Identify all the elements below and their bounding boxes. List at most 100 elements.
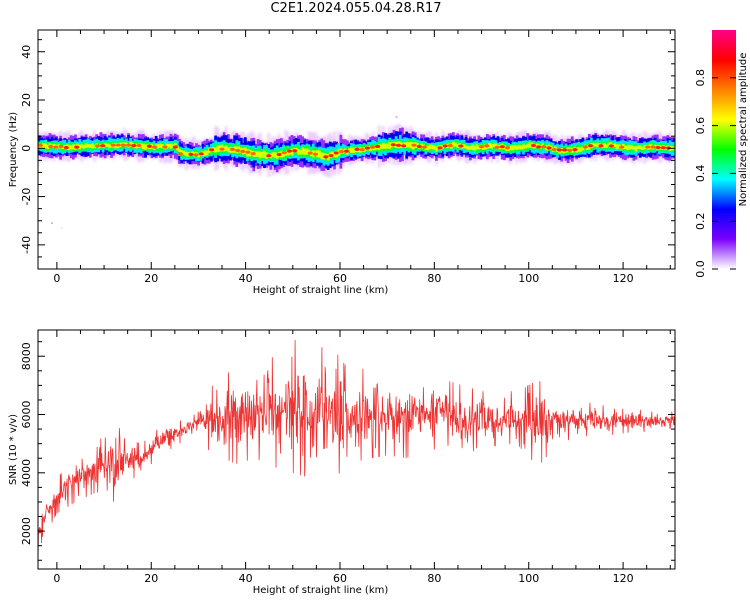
spectrogram-peak [582,145,588,149]
spectrogram-peak [442,144,448,148]
y-tick-label: 20 [20,93,33,107]
spectrogram-peak [53,145,59,149]
spectrogram-cell [303,148,307,155]
spectrogram-cell [256,151,260,157]
spectrogram-peak [136,143,142,148]
spectrogram-cell [290,148,294,156]
x-tick-label: 40 [239,272,253,285]
spectrogram-cell [352,147,355,153]
spectrogram-peak [390,143,396,147]
snr-y-axis-label: SNR (10 * v/v) [8,414,19,485]
y-tick-label: 6000 [20,401,33,429]
spectrogram-cell [159,143,162,148]
spectrogram-cell [207,148,211,153]
spectrogram-cell [452,141,455,147]
spectrogram-cell [320,152,324,160]
spectrogram-peak [58,144,64,148]
spectrogram-peak [38,143,43,147]
spectrogram-cell [156,144,160,149]
snr-frame [37,329,676,570]
spectrogram-cell [169,143,173,149]
spectrogram-cell [369,146,372,152]
spectrogram-cell [630,145,634,150]
spectrogram-peak [286,149,293,153]
spectrogram-cell [203,150,207,156]
colorbar [712,30,736,269]
spectrogram-cell [243,147,247,154]
spectrogram-cell [579,146,583,152]
spectrogram-cell [454,142,457,147]
spectrogram-peak [292,149,298,153]
spectrogram-cell [473,145,477,151]
spectrogram-peak [333,151,339,155]
spectrogram-cell [428,144,432,150]
x-tick-label: 40 [239,572,253,585]
spectrogram-peak [328,153,334,158]
spectrogram-peak [131,143,137,148]
y-tick-label: 40 [20,45,33,59]
spectrogram-peaks [38,143,671,159]
spectrogram-cell [103,143,107,147]
spectrogram-cell [84,142,88,148]
spectrogram-cell [626,145,629,151]
spectrogram-peak [375,144,381,149]
x-tick-label: 120 [613,272,634,285]
spectrogram-cell [301,147,305,155]
spectrogram-cell [44,143,48,149]
spectrogram-cell [409,141,413,149]
spectrogram-peak [240,149,246,153]
spectrogram-cell [471,144,474,151]
spectrogram-peak [587,144,594,148]
spectrogram-cell [386,143,389,149]
spectrogram-cell [517,144,521,150]
spectrogram-cell [634,146,638,152]
spectrogram-cell [511,145,515,151]
spectrogram-cell [407,142,411,148]
spectrogram-peak [359,148,365,152]
snr-axes: 0 20 40 60 80 100 120 2000 4000 6000 8000 [20,330,675,585]
spectrogram-cell [617,144,621,149]
spectrogram-peak [530,143,537,148]
snr-plot [38,340,675,561]
spectrogram-peak [100,144,106,148]
spectrogram-peak [650,145,656,149]
spectrogram-cell [613,143,617,147]
spectrogram-cell [350,147,353,153]
spectrogram-cell [604,144,608,148]
spectrogram-cell [381,142,385,149]
spectrogram-peak [48,144,54,149]
spectrogram-cell [214,147,217,153]
spectrogram-outlier [60,227,63,229]
spectrogram-cell [93,144,96,149]
spectrogram-cell [186,152,190,157]
spectrogram-cell [91,143,94,149]
spectrogram-cell [526,143,530,148]
spectrogram-cell [105,143,109,147]
spectrogram-peak [146,144,152,148]
spectrogram-cell [528,142,532,148]
spectrogram-peak [447,144,453,148]
spectrogram-peak [115,143,121,147]
spectrogram-cell [607,142,610,147]
spectrogram-cell [524,145,527,149]
spectrogram-cell [462,144,466,149]
spectrogram-peak [364,146,370,150]
y-tick-label: 2000 [20,517,33,545]
spectrogram-cell [581,146,585,151]
x-tick-label: 0 [53,272,60,285]
spectrogram-peak [209,148,215,152]
spectrogram-cell [318,150,322,158]
spectrogram-cell [78,144,82,150]
spectrogram-cell [167,143,171,148]
spectrogram-cell [641,146,644,151]
spectrogram-cell [184,151,188,157]
spectrogram-peak [120,143,127,147]
spectrogram-peak [177,152,184,156]
spectrogram-peak [494,145,500,149]
spectrogram-cell [494,143,498,148]
spectrogram-cell [114,143,118,149]
spectrogram-peak [193,153,199,157]
colorbar-tick-label: 0.2 [694,212,707,230]
spectrogram-cell [475,144,479,150]
